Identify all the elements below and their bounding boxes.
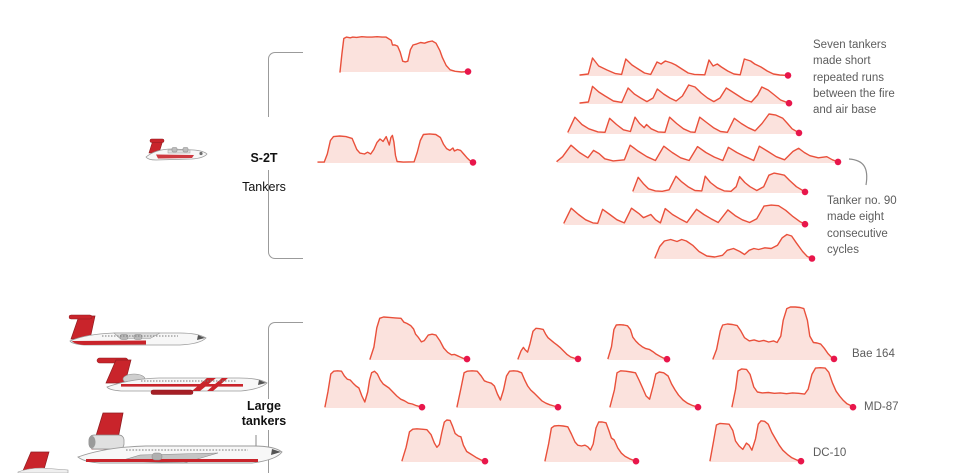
plane-label-md-87: MD-87 bbox=[864, 401, 899, 413]
flight-end-dot bbox=[801, 220, 809, 228]
flight-profile-dc-1 bbox=[401, 419, 489, 465]
flight-profile-s2t-row-1 bbox=[579, 57, 792, 79]
flight-end-dot bbox=[849, 403, 857, 411]
flight-end-dot bbox=[785, 99, 793, 107]
flight-profile-md-2 bbox=[456, 370, 562, 411]
flight-end-dot bbox=[795, 129, 803, 137]
flight-end-dot bbox=[784, 72, 792, 79]
dc-10-illustration bbox=[77, 412, 283, 464]
s2t-airtanker-illustration bbox=[145, 138, 208, 161]
flight-end-dot bbox=[663, 355, 671, 363]
flight-end-dot bbox=[808, 255, 816, 262]
flight-end-dot bbox=[574, 355, 582, 363]
flight-profile-md-4 bbox=[731, 367, 857, 411]
s2t-bracket-top bbox=[268, 52, 303, 117]
flight-end-dot bbox=[463, 355, 471, 363]
md-87-illustration bbox=[96, 357, 268, 395]
flight-profile-s2t-row-6 bbox=[563, 204, 809, 228]
flight-end-dot bbox=[834, 158, 842, 166]
flight-profile-s2t-row-5 bbox=[632, 172, 809, 196]
flight-end-dot bbox=[694, 403, 702, 411]
flight-end-dot bbox=[830, 355, 838, 363]
flight-end-dot bbox=[554, 403, 562, 411]
group-label-s2t-name: S-2T bbox=[250, 150, 278, 165]
group-label-s2t-type: Tankers bbox=[242, 180, 286, 195]
flight-profile-md-3 bbox=[609, 370, 702, 411]
flight-end-dot bbox=[801, 188, 809, 196]
annotation-tanker-90: Tanker no. 90 made eight consecutive cyc… bbox=[827, 195, 897, 256]
flight-profile-s2t-row-4-tanker90 bbox=[556, 144, 842, 166]
large-bracket-top bbox=[268, 322, 303, 399]
s2t-bracket-bottom bbox=[268, 170, 303, 259]
callout-curve bbox=[848, 158, 868, 186]
plane-label-bae-164: Bae 164 bbox=[852, 348, 895, 360]
flight-profile-md-1 bbox=[324, 370, 426, 411]
flight-profile-bae-4 bbox=[712, 306, 838, 363]
annotation-seven-tankers: Seven tankers made short repeated runs b… bbox=[813, 39, 895, 117]
flight-end-dot bbox=[418, 403, 426, 411]
flight-end-dot bbox=[632, 457, 640, 465]
flight-profile-dc-3 bbox=[709, 420, 805, 465]
flight-profile-bae-2 bbox=[517, 327, 582, 363]
flight-profile-s2t-solo-2 bbox=[317, 133, 477, 166]
flight-profile-bae-3 bbox=[607, 324, 671, 363]
flight-profile-dc-2 bbox=[544, 421, 640, 465]
flight-profile-s2t-row-3 bbox=[567, 113, 803, 137]
flight-end-dot bbox=[481, 457, 489, 465]
flight-profile-s2t-row-7 bbox=[654, 233, 816, 262]
group-label-large: Large tankers bbox=[241, 399, 287, 428]
flight-profile-s2t-solo-1 bbox=[339, 36, 472, 75]
flight-profile-s2t-row-2 bbox=[579, 84, 793, 107]
plane-label-dc-10: DC-10 bbox=[813, 447, 847, 459]
flight-end-dot bbox=[797, 457, 805, 465]
flight-end-dot bbox=[469, 159, 477, 166]
flight-profile-bae-1 bbox=[369, 316, 471, 363]
group-label-s2t: S-2T Tankers bbox=[225, 136, 303, 210]
partial-tanker-tail-illustration bbox=[17, 451, 69, 473]
bae-146-illustration bbox=[68, 314, 207, 346]
flight-end-dot bbox=[464, 68, 472, 75]
